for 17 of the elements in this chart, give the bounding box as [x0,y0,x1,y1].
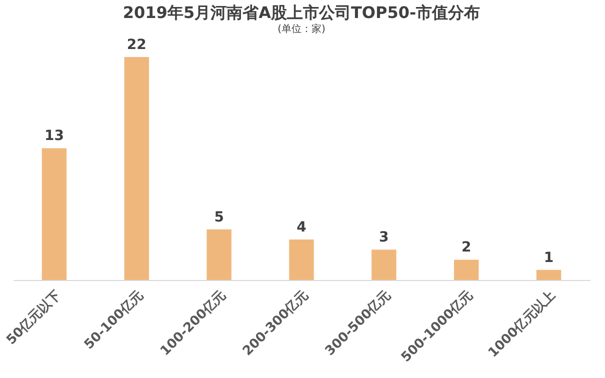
bar [124,57,150,280]
bar [289,239,314,280]
bar [454,260,479,280]
data-label: 1 [544,250,554,266]
x-tick-label: 50亿元以下 [4,288,64,348]
chart-title: 2019年5月河南省A股上市公司TOP50-市值分布 [122,3,480,22]
bar [536,270,562,280]
data-label: 2 [461,240,472,256]
bar [372,250,396,280]
bar [206,229,232,280]
data-label: 22 [126,37,146,53]
chart-subtitle: (单位：家) [278,23,326,35]
data-label: 5 [214,209,224,226]
data-label: 4 [296,219,307,236]
data-label: 13 [44,128,64,144]
data-label: 3 [379,230,389,246]
bar [42,148,67,280]
